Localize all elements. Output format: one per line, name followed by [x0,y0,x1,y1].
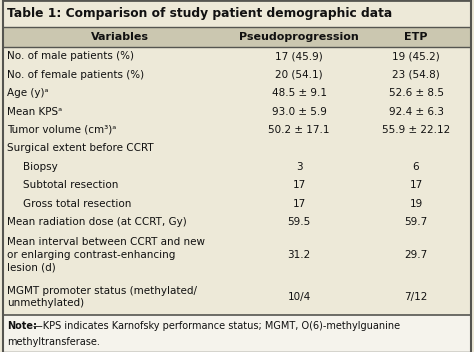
Text: Biopsy: Biopsy [23,162,58,172]
Bar [3,0,471,27]
Bar [3,65,471,84]
Text: Note:: Note: [7,321,37,331]
Text: 19: 19 [410,199,423,209]
Text: 93.0 ± 5.9: 93.0 ± 5.9 [272,107,327,117]
Text: 48.5 ± 9.1: 48.5 ± 9.1 [272,88,327,98]
Bar [3,139,471,158]
Text: Age (y)ᵃ: Age (y)ᵃ [7,88,48,98]
Text: 52.6 ± 8.5: 52.6 ± 8.5 [389,88,444,98]
Text: 59.5: 59.5 [287,217,310,227]
Text: 20 (54.1): 20 (54.1) [275,70,323,80]
Text: Gross total resection: Gross total resection [23,199,131,209]
Text: Mean KPSᵃ: Mean KPSᵃ [7,107,62,117]
Text: 31.2: 31.2 [287,250,310,260]
Bar [3,47,471,65]
Text: Mean radiation dose (at CCRT, Gy): Mean radiation dose (at CCRT, Gy) [7,217,187,227]
Text: 55.9 ± 22.12: 55.9 ± 22.12 [382,125,450,135]
Bar [3,121,471,139]
Text: —KPS indicates Karnofsky performance status; MGMT, O(6)-methylguanine: —KPS indicates Karnofsky performance sta… [33,321,400,331]
Text: Pseudoprogression: Pseudoprogression [239,32,359,42]
Text: MGMT promoter status (methylated/
unmethylated): MGMT promoter status (methylated/ unmeth… [7,285,197,308]
Text: 92.4 ± 6.3: 92.4 ± 6.3 [389,107,444,117]
Text: Table 1: Comparison of study patient demographic data: Table 1: Comparison of study patient dem… [7,7,392,20]
Bar [3,213,471,231]
Bar [3,84,471,102]
Bar [3,194,471,213]
Text: 3: 3 [296,162,302,172]
Text: 17: 17 [292,180,306,190]
Bar [3,176,471,194]
Bar [3,315,471,352]
Text: ETP: ETP [404,32,428,42]
Bar [3,27,471,47]
Text: Variables: Variables [91,32,149,42]
Text: Tumor volume (cm³)ᵃ: Tumor volume (cm³)ᵃ [7,125,116,135]
Text: No. of female patients (%): No. of female patients (%) [7,70,144,80]
Text: 23 (54.8): 23 (54.8) [392,70,440,80]
Bar [3,231,471,278]
Text: 59.7: 59.7 [404,217,428,227]
Text: 17 (45.9): 17 (45.9) [275,51,323,61]
Text: 29.7: 29.7 [404,250,428,260]
Text: methyltransferase.: methyltransferase. [7,337,100,347]
Bar [3,278,471,315]
Text: 50.2 ± 17.1: 50.2 ± 17.1 [268,125,330,135]
Bar [3,102,471,121]
Text: 6: 6 [413,162,419,172]
Text: Surgical extent before CCRT: Surgical extent before CCRT [7,143,154,153]
Text: No. of male patients (%): No. of male patients (%) [7,51,134,61]
Text: 17: 17 [292,199,306,209]
Bar [3,158,471,176]
Text: Subtotal resection: Subtotal resection [23,180,118,190]
Text: Mean interval between CCRT and new
or enlarging contrast-enhancing
lesion (d): Mean interval between CCRT and new or en… [7,237,205,272]
Text: 7/12: 7/12 [404,292,428,302]
Text: 10/4: 10/4 [287,292,310,302]
Text: 19 (45.2): 19 (45.2) [392,51,440,61]
Text: 17: 17 [410,180,423,190]
